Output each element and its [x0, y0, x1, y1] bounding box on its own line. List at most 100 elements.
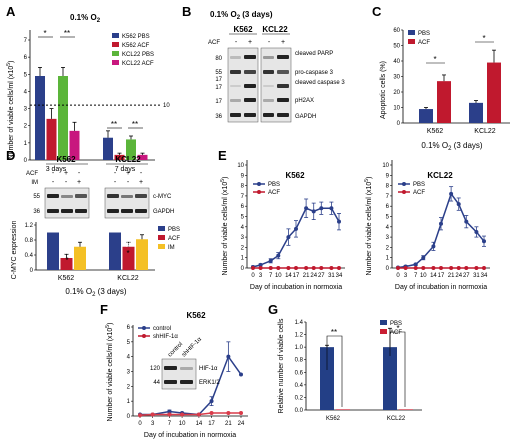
legend-marker — [142, 326, 146, 330]
panel-f-ylabel-end: ) — [107, 323, 114, 325]
legend-swatch — [380, 320, 387, 325]
data-point — [294, 226, 298, 231]
data-point — [482, 239, 486, 244]
data-point — [239, 372, 243, 377]
band-label: ERK1/2 — [199, 380, 220, 386]
panel-a-bars — [35, 67, 148, 160]
panel-f-ylabel-sup: 5 — [105, 325, 111, 328]
data-point — [329, 206, 334, 211]
bar — [103, 137, 113, 160]
band — [263, 99, 274, 102]
data-point — [421, 255, 426, 260]
sig-marker: ** — [331, 328, 337, 337]
x-tick-label: 0 — [138, 421, 142, 427]
data-point — [311, 266, 316, 270]
legend-label: ACF — [413, 190, 425, 196]
band — [230, 85, 241, 87]
x-tick-label: 24 — [238, 421, 245, 427]
x-tick-label: 7 — [414, 273, 418, 279]
bar — [58, 76, 68, 160]
y-tick-label: 0.2 — [295, 395, 304, 401]
panel-f-inset-blot: control shHIF-1α 120 44 HIF-1α ERK1/2 — [150, 336, 220, 390]
band — [135, 194, 147, 198]
data-point — [268, 266, 273, 270]
panel-c-label: C — [372, 4, 382, 19]
panel-d-xlabel-sub: 2 — [92, 292, 96, 298]
y-tick-label: 3 — [241, 235, 245, 241]
panel-c-xtick: KCL22 — [474, 128, 496, 135]
data-point — [196, 412, 201, 417]
y-tick-label: 4 — [127, 355, 131, 361]
sig-marker: ** — [111, 120, 117, 129]
data-point — [150, 412, 155, 417]
panel-e-legend-1: PBS ACF — [253, 182, 280, 196]
band — [277, 84, 289, 88]
x-tick-label: 31 — [473, 273, 480, 279]
panel-e-xlabel: Day of incubation in normoxia — [395, 284, 487, 291]
x-tick-label: 10 — [275, 273, 282, 279]
panel-e: E Number of viable cells/ml (x105) Numbe… — [218, 148, 490, 291]
blot-bands — [47, 194, 147, 213]
x-tick-label: 21 — [448, 273, 455, 279]
panel-b-title-main: 0.1% O — [210, 10, 237, 19]
data-point — [456, 202, 461, 207]
sign: - — [140, 170, 143, 177]
panel-c-bars — [419, 49, 501, 123]
panel-f-ylabel-main: Number of viable cells/ml (x10 — [107, 328, 114, 422]
panel-d-label: D — [6, 148, 15, 163]
y-tick-label: 8 — [386, 184, 390, 190]
panel-g-legend: PBS ACF — [380, 320, 402, 336]
sign: - — [65, 179, 68, 186]
y-tick-label: 1.4 — [295, 320, 304, 326]
panel-a-ylabel: Number of viable cells/ml (x105) — [6, 61, 15, 160]
band — [277, 55, 289, 59]
blot-bands — [230, 55, 289, 117]
bar — [487, 62, 501, 123]
sig-marker: * — [433, 55, 436, 64]
legend-label: ACF — [390, 330, 402, 336]
x-tick-label: 0 — [396, 273, 400, 279]
x-tick-label: 14 — [285, 273, 292, 279]
bar — [122, 246, 135, 270]
legend-label: ACF — [168, 236, 180, 242]
blot-kcl22 — [104, 187, 150, 219]
x-tick-label: 17 — [438, 273, 445, 279]
legend-marker — [402, 182, 406, 186]
data-point — [138, 413, 142, 418]
legend-marker — [142, 334, 146, 338]
y-tick-label: 9 — [386, 173, 390, 179]
y-tick-label: 10 — [393, 106, 400, 112]
y-tick-label: 2 — [241, 245, 245, 251]
mw-marker: 36 — [33, 209, 40, 215]
y-tick-label: 7 — [24, 38, 28, 44]
x-tick-label: 7 — [168, 421, 172, 427]
y-tick-label: 5 — [386, 215, 390, 221]
panel-d-y-ticks: 0 0.4 0.8 1.2 — [25, 223, 36, 274]
band — [121, 209, 133, 213]
band-label: pH2AX — [295, 98, 314, 104]
y-tick-label: 5 — [127, 340, 131, 346]
legend-label: PBS — [413, 182, 425, 188]
panel-f-ylabel: Number of viable cells/ml (x105) — [105, 323, 114, 422]
mw-marker: 80 — [215, 56, 222, 62]
y-tick-label: 50 — [393, 44, 400, 50]
bar — [399, 409, 413, 410]
data-point — [251, 266, 255, 270]
data-point — [464, 219, 469, 224]
panel-b-acf-label: ACF — [208, 40, 220, 46]
y-tick-label: 2 — [127, 384, 131, 390]
y-tick-label: 9 — [241, 173, 245, 179]
sign: - — [268, 39, 271, 46]
panel-f-legend: control shHIF-1α — [138, 326, 178, 340]
legend-swatch — [408, 30, 415, 35]
mw-marker: 36 — [215, 114, 222, 120]
y-tick-label: 30 — [393, 75, 400, 81]
band — [263, 56, 274, 59]
sign: + — [77, 179, 81, 186]
legend-swatch — [158, 226, 165, 231]
data-point — [167, 409, 172, 414]
band — [47, 194, 59, 198]
panel-a-ylabel-sup: 5 — [6, 63, 12, 66]
sig-marker: # — [65, 247, 70, 256]
panel-a: A 0.1% O2 Number of viable cells/ml (x10… — [6, 4, 170, 173]
